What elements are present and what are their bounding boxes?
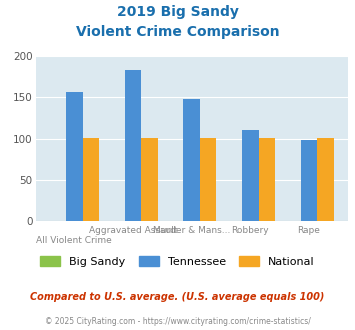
Text: 2019 Big Sandy: 2019 Big Sandy [116,5,239,19]
Text: All Violent Crime: All Violent Crime [37,236,112,245]
Legend: Big Sandy, Tennessee, National: Big Sandy, Tennessee, National [40,256,315,267]
Bar [83,138,99,221]
Bar [141,138,158,221]
Text: © 2025 CityRating.com - https://www.cityrating.com/crime-statistics/: © 2025 CityRating.com - https://www.city… [45,317,310,326]
Text: Compared to U.S. average. (U.S. average equals 100): Compared to U.S. average. (U.S. average … [30,292,325,302]
Bar [184,99,200,221]
Text: Robbery: Robbery [231,226,269,235]
Text: Rape: Rape [297,226,321,235]
Text: Aggravated Assault: Aggravated Assault [89,226,177,235]
Text: Violent Crime Comparison: Violent Crime Comparison [76,25,279,39]
Text: Murder & Mans...: Murder & Mans... [153,226,230,235]
Bar [125,70,141,221]
Bar [301,140,317,221]
Bar [200,138,216,221]
Bar [317,138,334,221]
Bar [258,138,275,221]
Bar [66,91,83,221]
Bar [242,129,258,221]
